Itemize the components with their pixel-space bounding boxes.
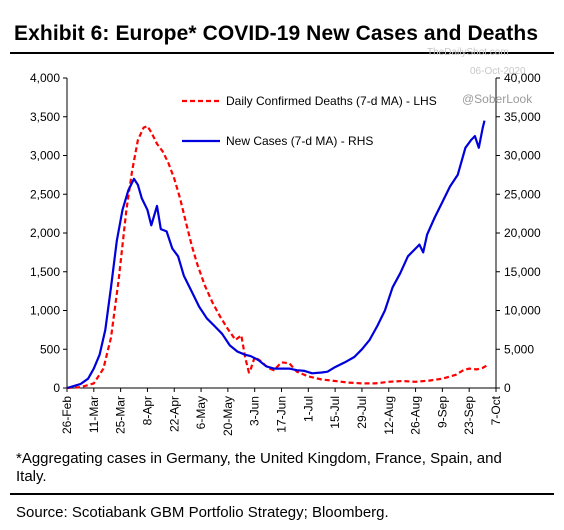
chart-title: Exhibit 6: Europe* COVID-19 New Cases an… xyxy=(14,22,539,45)
source-rule xyxy=(10,493,554,495)
source-note: Source: Scotiabank GBM Portfolio Strateg… xyxy=(16,504,389,521)
x-tick-label: 25-Mar xyxy=(114,396,128,434)
x-tick-label: 26-Aug xyxy=(409,396,423,435)
cases-line xyxy=(66,120,486,390)
watermark-site: TheDailyShot.com xyxy=(427,47,509,58)
x-tick-label: 20-May xyxy=(221,396,235,436)
y-left-tick-label: 1,500 xyxy=(30,265,60,279)
x-tick-label: 23-Sep xyxy=(462,396,476,435)
y-right-tick-label: 5,000 xyxy=(504,342,534,356)
y-left-tick-label: 2,500 xyxy=(30,187,60,201)
y-right-tick-label: 30,000 xyxy=(504,149,541,163)
watermark-date: 06-Oct-2020 xyxy=(470,66,526,77)
x-tick-label: 26-Feb xyxy=(60,396,74,434)
watermark-handle: @SoberLook xyxy=(462,92,533,106)
title-rule xyxy=(10,52,554,54)
y-left-tick-label: 3,500 xyxy=(30,110,60,124)
chart-svg: 0 500 1,000 1,500 2,000 2,500 3,000 3,500 4,000 0… xyxy=(30,71,541,436)
footnote: *Aggregating cases in Germany, the Unite… xyxy=(16,450,502,485)
x-tick-label: 6-May xyxy=(194,396,208,429)
y-left-tick-label: 4,000 xyxy=(30,71,60,85)
y-left-tick-label: 2,000 xyxy=(30,226,60,240)
x-tick-label: 12-Aug xyxy=(382,396,396,435)
x-tick-label: 7-Oct xyxy=(489,395,503,425)
y-right-tick-label: 20,000 xyxy=(504,226,541,240)
y-right-tick-label: 40,000 xyxy=(504,71,541,85)
x-tick-label: 3-Jun xyxy=(248,396,262,426)
y-right-tick-label: 25,000 xyxy=(504,187,541,201)
y-right-tick-label: 0 xyxy=(504,381,511,395)
x-tick-label: 17-Jun xyxy=(275,396,289,433)
series-layer xyxy=(66,120,489,390)
deaths-line xyxy=(66,125,489,390)
y-right-tick-label: 15,000 xyxy=(504,265,541,279)
x-tick-label: 22-Apr xyxy=(167,396,181,432)
y-left-tick-label: 1,000 xyxy=(30,304,60,318)
y-left-tick-label: 3,000 xyxy=(30,149,60,163)
x-tick-label: 8-Apr xyxy=(140,396,154,425)
y-right-tick-label: 35,000 xyxy=(504,110,541,124)
x-tick-label: 29-Jul xyxy=(355,396,369,429)
x-tick-label: 11-Mar xyxy=(87,396,101,433)
chart-legend: Daily Confirmed Deaths (7-d MA) - LHS New… xyxy=(182,94,437,148)
y-left-tick-label: 500 xyxy=(40,342,60,356)
x-tick-label: 15-Jul xyxy=(328,396,342,429)
x-tick-label: 9-Sep xyxy=(435,396,449,428)
y-left-tick-label: 0 xyxy=(53,381,60,395)
x-tick-label: 1-Jul xyxy=(301,396,315,422)
chart-axes: 0 500 1,000 1,500 2,000 2,500 3,000 3,500 4,000 0… xyxy=(30,71,541,436)
legend-label-cases: New Cases (7-d MA) - RHS xyxy=(226,134,373,148)
y-right-tick-label: 10,000 xyxy=(504,304,541,318)
legend-label-deaths: Daily Confirmed Deaths (7-d MA) - LHS xyxy=(226,94,437,108)
